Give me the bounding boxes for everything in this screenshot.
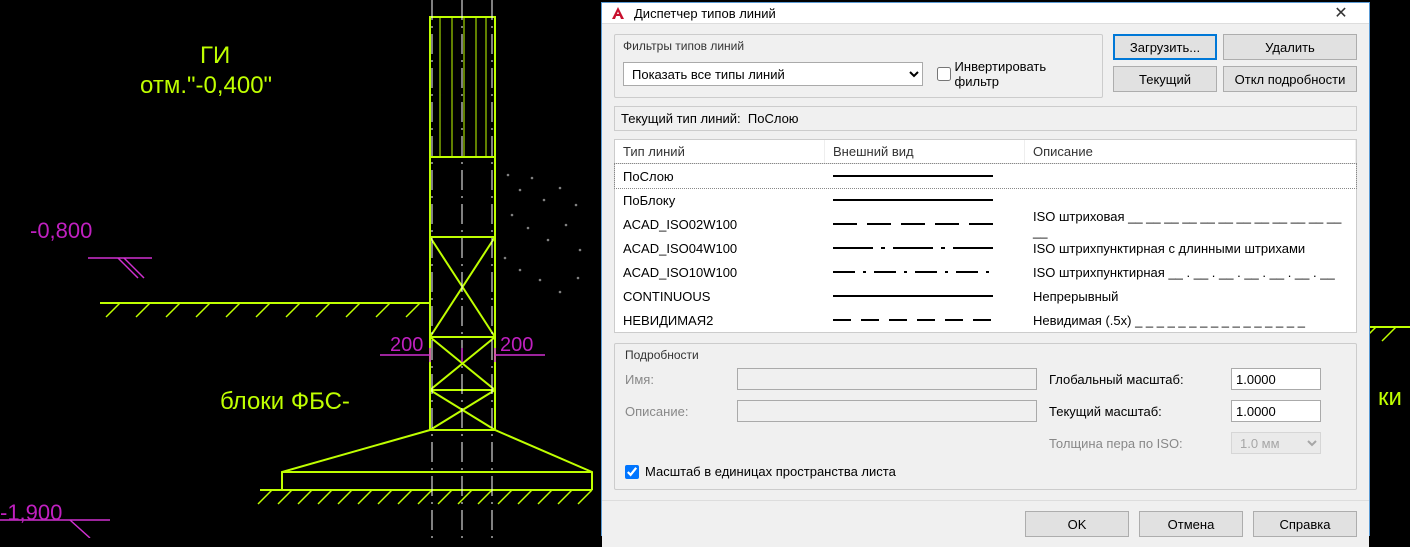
current-scale-input[interactable] — [1231, 400, 1321, 422]
toggle-details-button[interactable]: Откл подробности — [1223, 66, 1357, 92]
ok-button[interactable]: OK — [1025, 511, 1129, 537]
close-button[interactable]: ✕ — [1321, 3, 1361, 23]
global-scale-input[interactable] — [1231, 368, 1321, 390]
delete-button[interactable]: Удалить — [1223, 34, 1357, 60]
invert-filter-label: Инвертировать фильтр — [955, 59, 1094, 89]
col-appearance[interactable]: Внешний вид — [825, 140, 1025, 163]
iso-pen-select: 1.0 мм — [1231, 432, 1321, 454]
table-row[interactable]: ACAD_ISO04W100 ISO штрихпунктирная с дли… — [615, 236, 1356, 260]
desc-input — [737, 400, 1037, 422]
iso-pen-label: Толщина пера по ISO: — [1049, 436, 1219, 451]
row-appearance — [833, 241, 1033, 255]
details-group: Подробности Имя: Глобальный масштаб: Опи… — [614, 343, 1357, 490]
row-name: ПоБлоку — [623, 193, 833, 208]
row-description: Непрерывный — [1033, 289, 1348, 304]
help-button[interactable]: Справка — [1253, 511, 1357, 537]
row-name: ACAD_ISO04W100 — [623, 241, 833, 256]
cad-label-ki: ки — [1378, 384, 1402, 412]
titlebar[interactable]: Диспетчер типов линий ✕ — [602, 3, 1369, 24]
row-name: ACAD_ISO10W100 — [623, 265, 833, 280]
row-name: ПоСлою — [623, 169, 833, 184]
row-appearance — [833, 217, 1033, 231]
table-row[interactable]: CONTINUOUS Непрерывный — [615, 284, 1356, 308]
row-appearance — [833, 313, 1033, 327]
paperspace-units-checkbox[interactable] — [625, 465, 639, 479]
row-description: ISO штриховая __ __ __ __ __ __ __ __ __… — [1033, 209, 1348, 239]
table-row[interactable]: ACAD_ISO02W100 ISO штриховая __ __ __ __… — [615, 212, 1356, 236]
paperspace-units-label: Масштаб в единицах пространства листа — [645, 464, 896, 479]
current-linetype-label: Текущий тип линий: ПоСлою — [614, 106, 1357, 131]
row-description: ISO штрихпунктирная __ . __ . __ . __ . … — [1033, 265, 1348, 280]
desc-label: Описание: — [625, 404, 725, 419]
load-button[interactable]: Загрузить... — [1113, 34, 1217, 60]
current-button[interactable]: Текущий — [1113, 66, 1217, 92]
table-row[interactable]: НЕВИДИМАЯ2 Невидимая (.5x) _ _ _ _ _ _ _… — [615, 308, 1356, 332]
row-description: ISO штрихпунктирная с длинными штрихами — [1033, 241, 1348, 256]
row-appearance — [833, 193, 1033, 207]
cad-label-bloki: блоки ФБС- — [220, 388, 350, 416]
table-row[interactable]: ПоСлою — [615, 164, 1356, 188]
name-label: Имя: — [625, 372, 725, 387]
details-group-title: Подробности — [625, 348, 1346, 362]
row-description: Невидимая (.5x) _ _ _ _ _ _ _ _ _ _ _ _ … — [1033, 313, 1348, 328]
filter-group-title: Фильтры типов линий — [623, 39, 1094, 53]
current-scale-label: Текущий масштаб: — [1049, 404, 1219, 419]
cad-dim-minus19: -1,900 — [0, 500, 62, 526]
cad-label-gi: ГИ — [200, 42, 230, 70]
filter-select[interactable]: Показать все типы линий — [623, 62, 923, 86]
table-row[interactable]: ACAD_ISO10W100 ISO штрихпунктирная __ . … — [615, 260, 1356, 284]
cad-label-otm: отм."-0,400" — [140, 72, 272, 100]
cad-dim-200a: 200 — [390, 334, 423, 357]
row-appearance — [833, 265, 1033, 279]
global-scale-label: Глобальный масштаб: — [1049, 372, 1219, 387]
linetype-manager-dialog: Диспетчер типов линий ✕ Фильтры типов ли… — [601, 2, 1370, 536]
name-input — [737, 368, 1037, 390]
cad-dim-minus08: -0,800 — [30, 218, 92, 244]
row-appearance — [833, 169, 1033, 183]
row-name: ACAD_ISO02W100 — [623, 217, 833, 232]
filter-group: Фильтры типов линий Показать все типы ли… — [614, 34, 1103, 98]
linetype-table: Тип линий Внешний вид Описание ПоСлою По… — [614, 139, 1357, 333]
cancel-button[interactable]: Отмена — [1139, 511, 1243, 537]
cad-dim-200b: 200 — [500, 334, 533, 357]
row-name: CONTINUOUS — [623, 289, 833, 304]
app-icon — [610, 5, 626, 21]
invert-filter-row[interactable]: Инвертировать фильтр — [937, 59, 1094, 89]
invert-filter-checkbox[interactable] — [937, 67, 951, 81]
col-description[interactable]: Описание — [1025, 140, 1356, 163]
row-name: НЕВИДИМАЯ2 — [623, 313, 833, 328]
row-appearance — [833, 289, 1033, 303]
col-name[interactable]: Тип линий — [615, 140, 825, 163]
dialog-title: Диспетчер типов линий — [634, 6, 1321, 21]
